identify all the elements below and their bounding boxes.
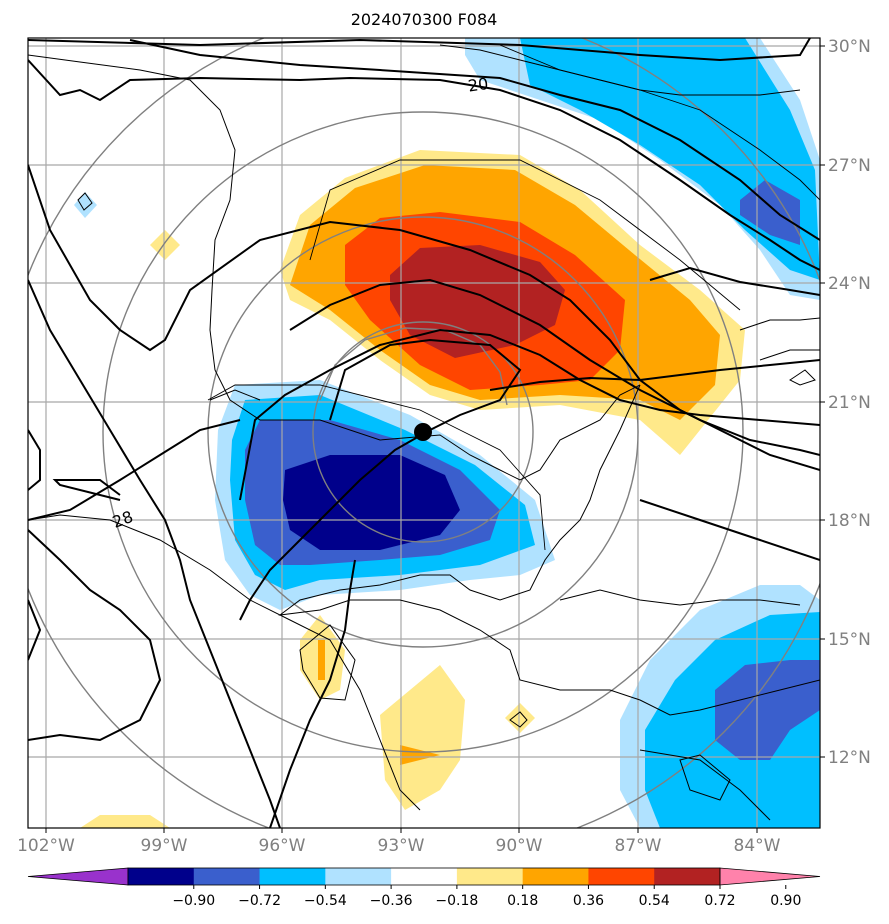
lon-label: 90°W (496, 836, 543, 856)
colorbar-segment (259, 868, 326, 885)
map-plot-area: 20 28 (28, 38, 820, 828)
colorbar-tick-label: 0.54 (639, 893, 670, 909)
lon-label: 87°W (615, 836, 662, 856)
map-title: 2024070300 F084 (350, 10, 498, 29)
lon-label: 84°W (734, 836, 781, 856)
colorbar: −0.90 −0.72 −0.54 −0.36 −0.18 0.18 0.36 0.54 0.7… (27, 867, 821, 909)
height-contours (28, 38, 820, 828)
lat-label: 27°N (828, 156, 871, 176)
colorbar-extend-low (27, 867, 129, 886)
colorbar-extend-high (719, 867, 821, 886)
lon-label: 96°W (259, 836, 306, 856)
range-rings (28, 38, 820, 828)
lon-label: 102°W (17, 836, 75, 856)
colorbar-tick-label: 0.36 (573, 893, 604, 909)
lat-label: 15°N (828, 630, 871, 650)
colorbar-segment (325, 868, 392, 885)
colorbar-segment (522, 868, 589, 885)
colorbar-tick-label: −0.72 (238, 893, 281, 909)
colorbar-tick-label: −0.36 (370, 893, 413, 909)
thin-contours (207, 44, 820, 551)
axis-ticks (45, 45, 825, 833)
colorbar-tick-label: −0.18 (435, 893, 478, 909)
lon-label: 93°W (378, 836, 425, 856)
contour-label-20: 20 (467, 74, 490, 96)
negative-anomaly-fill (74, 38, 820, 828)
colorbar-tick-label: −0.54 (304, 893, 347, 909)
lat-label: 21°N (828, 393, 871, 413)
colorbar-segment (654, 868, 721, 885)
colorbar-tick-label: 0.18 (507, 893, 538, 909)
colorbar-tick-label: −0.90 (172, 893, 215, 909)
colorbar-tick-label: 0.90 (770, 893, 801, 909)
colorbar-tick-label: 0.72 (704, 893, 735, 909)
longitude-labels: 102°W 99°W 96°W 93°W 90°W 87°W 84°W (17, 836, 781, 856)
colorbar-segment (128, 868, 195, 885)
latitude-labels: 30°N 27°N 24°N 21°N 18°N 15°N 12°N (828, 37, 871, 768)
colorbar-segment (391, 868, 458, 885)
storm-center-marker (414, 423, 432, 441)
lat-label: 12°N (828, 748, 871, 768)
lat-label: 18°N (828, 511, 871, 531)
colorbar-frame (127, 867, 721, 886)
lon-label: 99°W (141, 836, 188, 856)
colorbar-segment (588, 868, 655, 885)
lat-label: 24°N (828, 274, 871, 294)
colorbar-segment (456, 868, 524, 885)
map-frame (27, 37, 821, 829)
lat-label: 30°N (828, 37, 871, 57)
colorbar-segment (193, 868, 261, 885)
